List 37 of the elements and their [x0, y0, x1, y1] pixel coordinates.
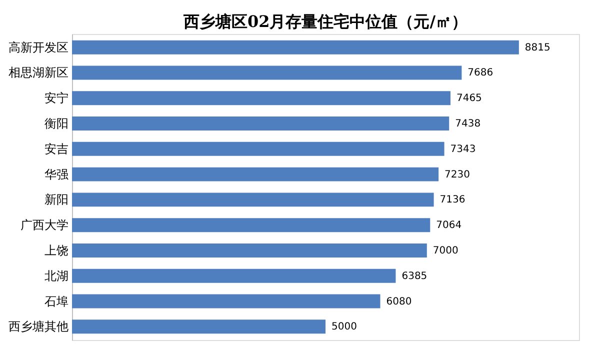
- bar: [72, 40, 519, 54]
- y-tick-label: 上饶: [44, 243, 68, 258]
- bar: [72, 116, 450, 130]
- data-label: 7064: [436, 220, 462, 232]
- data-label: 7438: [455, 118, 481, 130]
- data-label: 7686: [468, 68, 494, 79]
- data-label: 8815: [524, 42, 550, 54]
- bar: [72, 66, 462, 80]
- chart-title: 西乡塘区02月存量住宅中位值（元/㎡）: [182, 12, 468, 31]
- data-label: 6385: [402, 270, 428, 282]
- data-label: 7230: [444, 169, 470, 180]
- data-label: 7000: [432, 245, 458, 256]
- y-tick-label: 衡阳: [44, 116, 68, 131]
- bar: [72, 218, 430, 232]
- data-label: 5000: [332, 322, 357, 333]
- bar: [72, 142, 444, 156]
- y-tick-label: 相思湖新区: [8, 66, 68, 80]
- bar: [72, 192, 434, 207]
- data-label: 6080: [386, 296, 412, 308]
- data-label: 7136: [440, 194, 466, 206]
- y-tick-label: 新阳: [44, 192, 68, 207]
- bar: [72, 320, 326, 334]
- y-tick-label: 广西大学: [20, 218, 68, 232]
- y-tick-label: 华强: [44, 167, 68, 182]
- bar: [72, 167, 439, 182]
- y-tick-label: 高新开发区: [8, 40, 68, 54]
- y-tick-label: 安宁: [44, 91, 68, 106]
- bar: [72, 91, 450, 106]
- bar: [72, 294, 380, 308]
- y-tick-label: 西乡塘其他: [8, 320, 68, 334]
- y-tick-label: 北湖: [44, 268, 68, 283]
- data-label: 7343: [450, 144, 476, 155]
- y-tick-label: 石埠: [44, 294, 68, 308]
- bar: [72, 244, 427, 258]
- bar: [72, 268, 396, 283]
- data-label: 7465: [456, 93, 482, 104]
- y-tick-label: 安吉: [44, 142, 68, 156]
